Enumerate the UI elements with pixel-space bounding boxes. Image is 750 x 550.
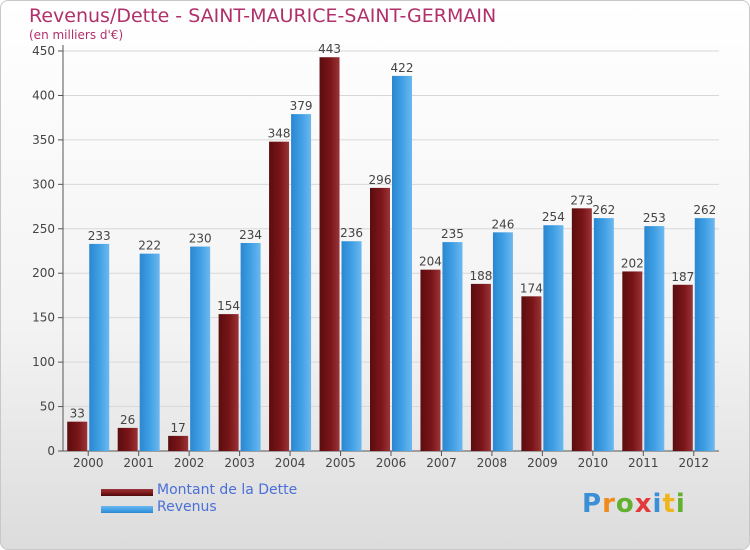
bar-revenus bbox=[492, 232, 513, 451]
bar-dette bbox=[672, 284, 693, 451]
bar-dette bbox=[218, 314, 239, 451]
bar-dette bbox=[117, 427, 138, 451]
chart-subtitle: (en milliers d'€) bbox=[29, 28, 124, 42]
bar-revenus bbox=[190, 246, 211, 451]
logo-letter: i bbox=[652, 489, 663, 519]
y-tick-label: 50 bbox=[40, 400, 55, 414]
data-label: 154 bbox=[217, 299, 240, 313]
bar-dette bbox=[571, 208, 592, 451]
bar-revenus bbox=[593, 218, 614, 451]
bar-dette bbox=[622, 271, 643, 451]
logo-letter: t bbox=[662, 489, 676, 519]
data-label: 187 bbox=[671, 270, 694, 284]
x-tick-label: 2003 bbox=[224, 456, 255, 470]
data-label: 234 bbox=[239, 228, 262, 242]
bar-dette bbox=[269, 141, 290, 451]
chart-title: Revenus/Dette - SAINT-MAURICE-SAINT-GERM… bbox=[29, 5, 497, 27]
data-label: 422 bbox=[391, 61, 414, 75]
x-tick-label: 2010 bbox=[578, 456, 609, 470]
data-label: 254 bbox=[542, 210, 565, 224]
data-label: 222 bbox=[138, 239, 161, 253]
data-label: 17 bbox=[171, 421, 186, 435]
bar-dette bbox=[420, 269, 441, 451]
x-tick-label: 2006 bbox=[376, 456, 407, 470]
bar-revenus bbox=[442, 242, 463, 451]
x-tick-label: 2009 bbox=[527, 456, 558, 470]
x-tick-label: 2011 bbox=[628, 456, 659, 470]
y-tick-label: 200 bbox=[32, 266, 55, 280]
bar-dette bbox=[370, 187, 390, 451]
bar-revenus bbox=[291, 114, 312, 451]
data-label: 262 bbox=[693, 203, 716, 217]
legend-swatch-dette bbox=[101, 489, 153, 496]
logo-letter: r bbox=[602, 489, 616, 519]
bar-revenus bbox=[89, 243, 110, 451]
x-tick-label: 2008 bbox=[477, 456, 508, 470]
data-label: 246 bbox=[491, 217, 514, 231]
bar-revenus bbox=[543, 225, 564, 451]
y-tick-label: 250 bbox=[32, 222, 55, 236]
data-label: 443 bbox=[318, 42, 341, 56]
data-label: 202 bbox=[621, 256, 644, 270]
legend-label-revenus: Revenus bbox=[157, 499, 217, 515]
data-label: 253 bbox=[643, 211, 666, 225]
data-label: 230 bbox=[189, 232, 212, 246]
y-tick-label: 150 bbox=[32, 311, 55, 325]
x-tick-label: 2001 bbox=[123, 456, 154, 470]
bar-dette bbox=[67, 421, 88, 451]
data-label: 348 bbox=[268, 127, 291, 141]
y-tick-label: 400 bbox=[32, 88, 55, 102]
y-tick-label: 0 bbox=[47, 444, 55, 458]
data-label: 174 bbox=[520, 281, 543, 295]
data-label: 33 bbox=[70, 407, 85, 421]
x-tick-label: 2002 bbox=[174, 456, 205, 470]
logo-letter: x bbox=[634, 489, 653, 519]
bar-dette bbox=[168, 435, 189, 451]
bar-dette bbox=[521, 296, 542, 451]
data-label: 235 bbox=[441, 227, 464, 241]
data-label: 204 bbox=[419, 255, 442, 269]
legend-label-dette: Montant de la Dette bbox=[157, 482, 298, 498]
x-tick-label: 2007 bbox=[426, 456, 457, 470]
x-tick-label: 2000 bbox=[73, 456, 104, 470]
bar-revenus bbox=[392, 75, 412, 451]
data-label: 273 bbox=[570, 193, 593, 207]
bar-revenus bbox=[139, 253, 160, 451]
logo-letter: o bbox=[615, 489, 635, 519]
y-tick-label: 100 bbox=[32, 355, 55, 369]
bar-dette bbox=[319, 57, 340, 451]
legend-swatch-revenus bbox=[101, 506, 153, 513]
data-label: 262 bbox=[592, 203, 615, 217]
logo-letter: P bbox=[582, 489, 603, 519]
y-tick-label: 450 bbox=[32, 44, 55, 58]
bar-revenus bbox=[341, 241, 362, 451]
y-tick-label: 350 bbox=[32, 133, 55, 147]
bar-dette bbox=[470, 283, 491, 451]
data-label: 379 bbox=[290, 99, 313, 113]
bar-revenus bbox=[694, 218, 715, 451]
x-tick-label: 2012 bbox=[678, 456, 709, 470]
data-label: 233 bbox=[88, 229, 111, 243]
data-label: 188 bbox=[469, 269, 492, 283]
data-label: 296 bbox=[369, 173, 392, 187]
y-tick-label: 300 bbox=[32, 177, 55, 191]
x-tick-label: 2004 bbox=[275, 456, 306, 470]
data-label: 236 bbox=[340, 226, 363, 240]
x-tick-label: 2005 bbox=[325, 456, 356, 470]
proxiti-logo: Proxiti bbox=[582, 489, 686, 519]
bar-revenus bbox=[240, 243, 261, 451]
data-label: 26 bbox=[120, 413, 135, 427]
bar-revenus bbox=[644, 226, 665, 451]
logo-letter: i bbox=[675, 489, 686, 519]
